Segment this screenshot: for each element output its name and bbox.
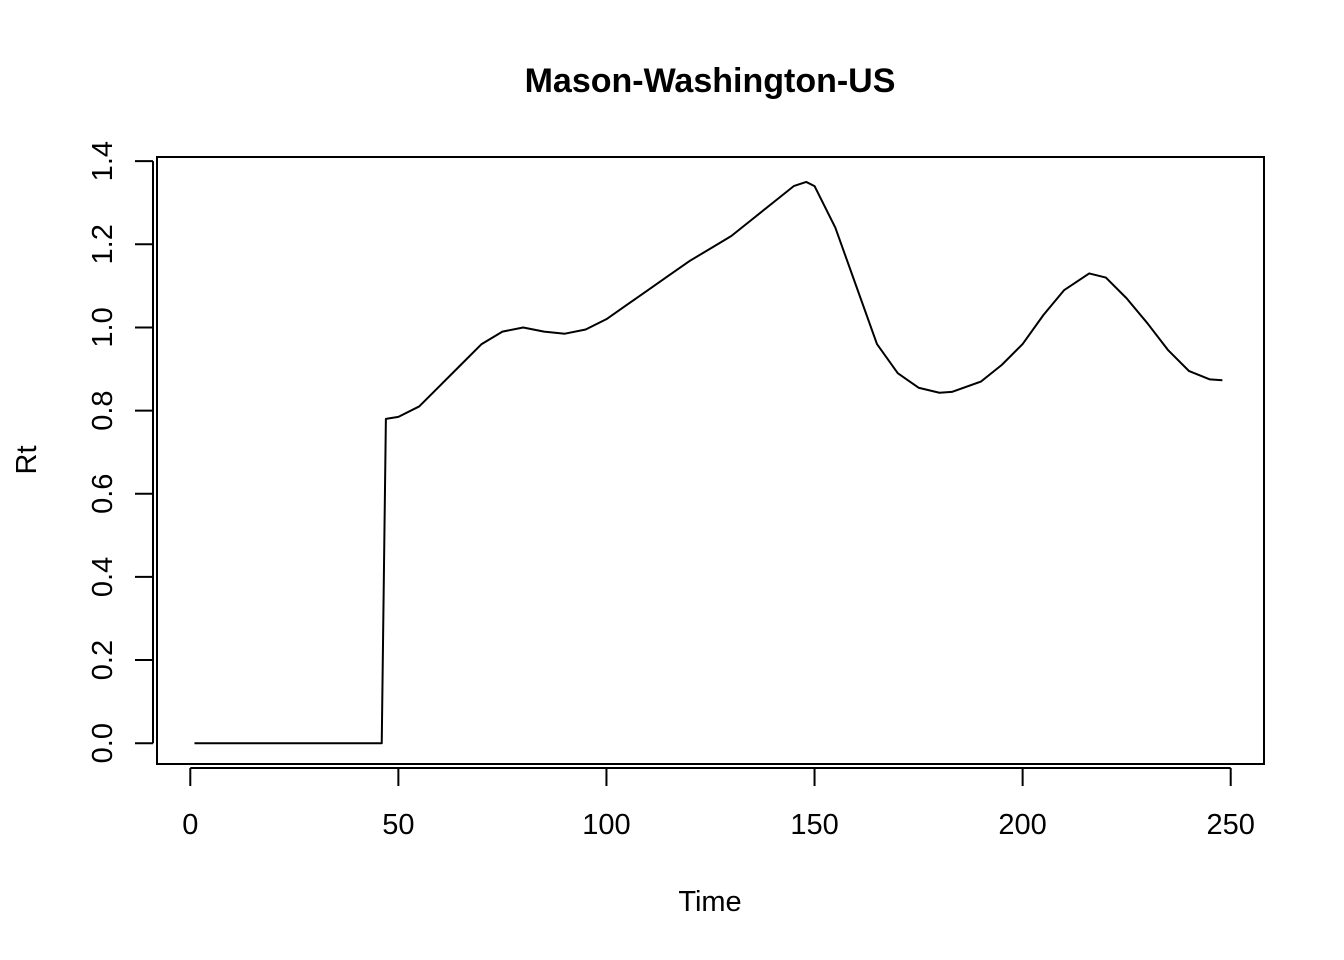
x-axis-label: Time: [678, 886, 741, 918]
x-axis: 0 50 100 150 200 250: [182, 767, 1255, 841]
y-tick-label: 0.4: [87, 557, 119, 597]
y-tick-label: 0.8: [87, 390, 119, 430]
y-tick-label: 0.6: [87, 474, 119, 514]
series-line: [194, 180, 1223, 745]
x-tick-label: 100: [582, 809, 630, 841]
x-tick-label: 200: [998, 809, 1046, 841]
y-axis: 0.0 0.2 0.4 0.6 0.8 1.0 1.2 1.4: [87, 141, 154, 763]
y-tick-label: 1.0: [87, 307, 119, 347]
y-tick-label: 1.2: [87, 224, 119, 264]
x-tick-label: 0: [182, 809, 198, 841]
y-tick-label: 0.2: [87, 640, 119, 680]
y-axis-label: Rt: [11, 446, 43, 475]
plot-frame: [156, 156, 1265, 765]
x-tick-label: 250: [1207, 809, 1255, 841]
x-tick-label: 50: [382, 809, 414, 841]
y-tick-label: 0.0: [87, 723, 119, 763]
y-tick-label: 1.4: [87, 141, 119, 181]
x-tick-label: 150: [790, 809, 838, 841]
chart-title: Mason-Washington-US: [525, 62, 896, 100]
